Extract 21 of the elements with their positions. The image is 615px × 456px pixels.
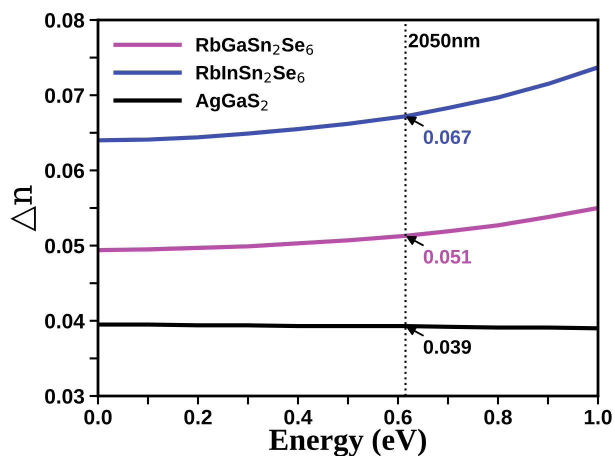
data-label: 0.039 <box>424 340 471 354</box>
y-tick-label: 0.08 <box>45 13 84 28</box>
data-label: 0.067 <box>424 130 471 144</box>
line-series <box>98 65 598 142</box>
legend-label: AgGaS$_{2}$ <box>196 94 268 112</box>
legend-label: RbInSn$_{2}$Se$_{6}$ <box>196 65 304 83</box>
x-tick-label: 0.0 <box>84 410 112 424</box>
ref-line-label: 2050nm <box>408 34 480 48</box>
x-tick-label: 1.0 <box>584 410 612 424</box>
y-tick-label: 0.04 <box>45 314 85 329</box>
x-tick-label: 0.6 <box>384 410 412 424</box>
x-tick-label: 0.2 <box>184 410 212 424</box>
data-label: 0.051 <box>424 250 472 264</box>
y-tick-label: 0.06 <box>45 163 84 178</box>
x-tick-label: 0.8 <box>484 410 512 424</box>
y-tick-label: 0.05 <box>45 238 84 254</box>
y-tick-label: 0.03 <box>45 389 84 404</box>
y-tick-label: 0.07 <box>45 88 84 103</box>
legend-label: RbGaSn$_{2}$Se$_{6}$ <box>196 37 314 55</box>
x-tick-label: 0.4 <box>284 410 312 424</box>
y-axis-title: △n <box>10 185 36 232</box>
